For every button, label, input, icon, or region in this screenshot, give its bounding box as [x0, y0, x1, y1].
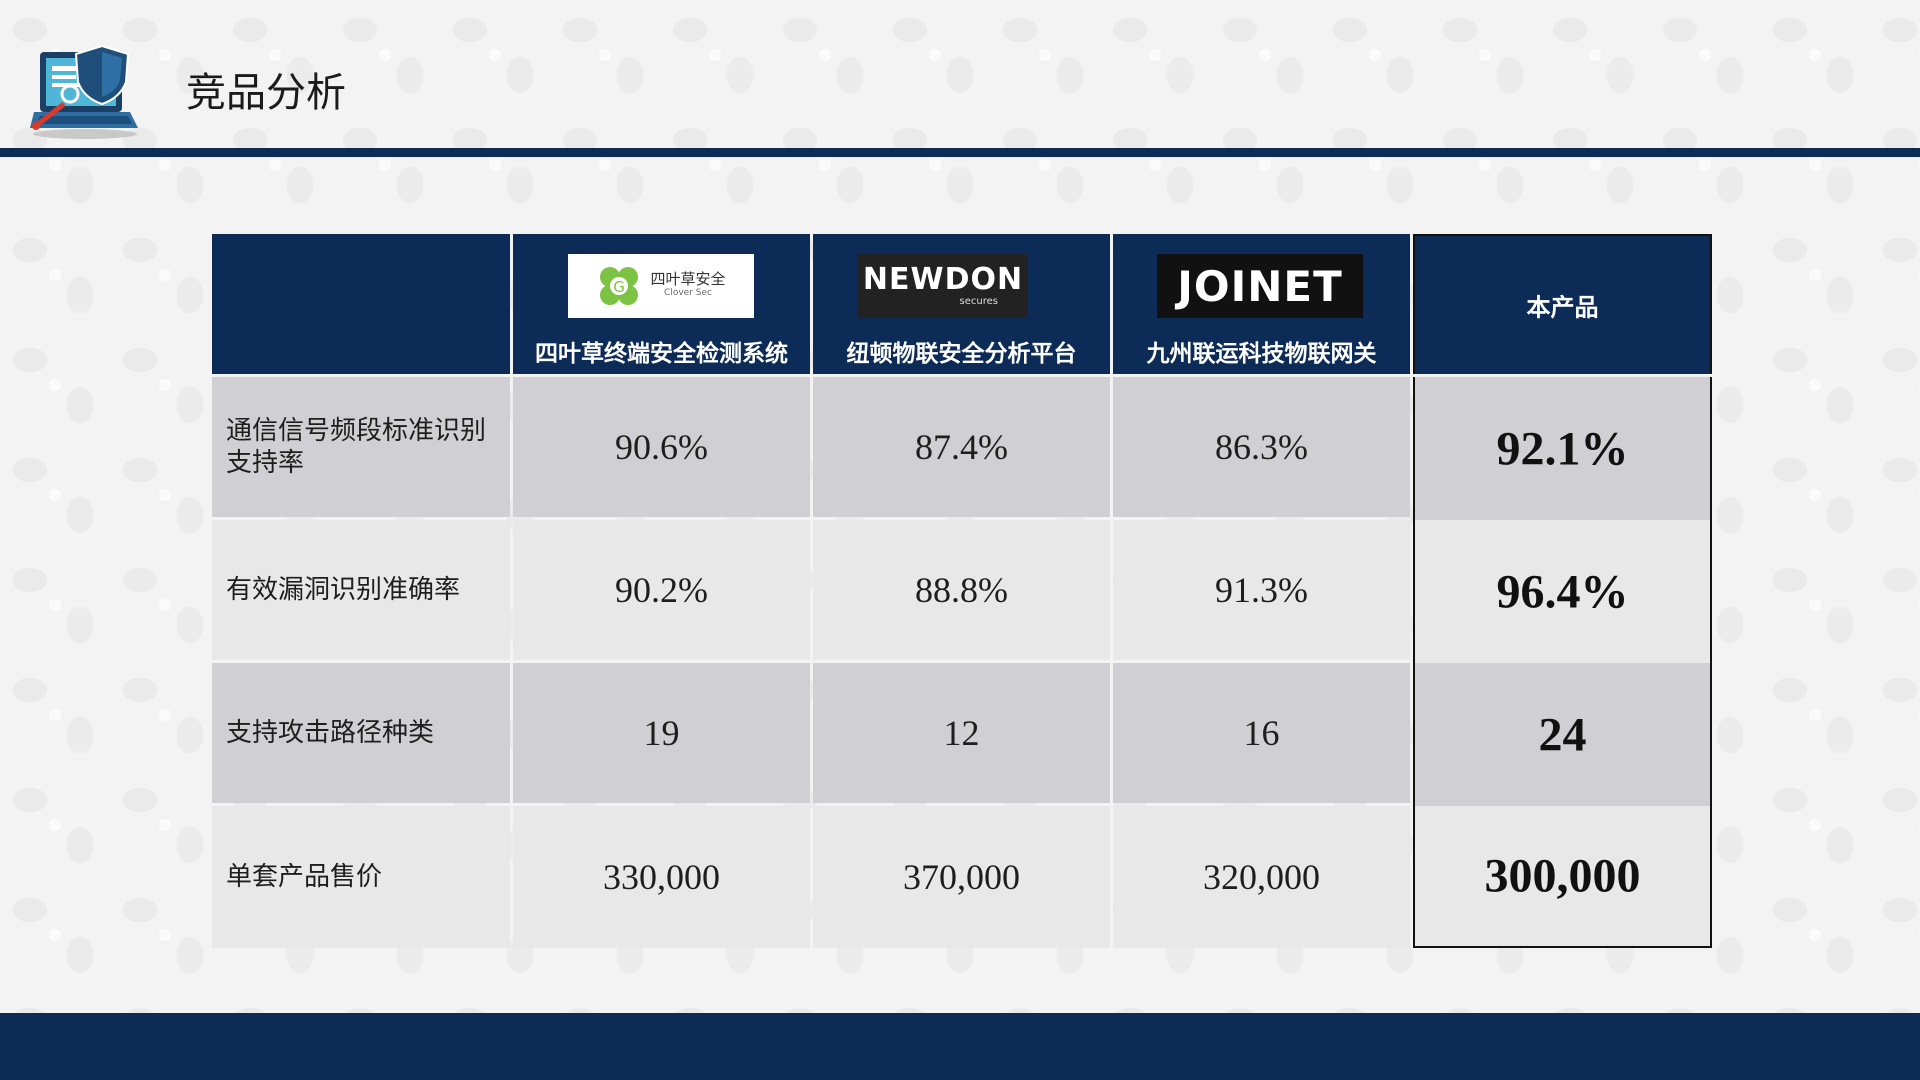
row-label-cell: 支持攻击路径种类	[212, 663, 510, 803]
footer-bar	[0, 1013, 1920, 1080]
competitor-header-2: NEWDON secures 纽顿物联安全分析平台	[813, 234, 1110, 374]
competitor-value: 19	[643, 713, 680, 753]
svg-text:G: G	[614, 278, 626, 296]
clover-sec-logo: G 四叶草安全 Clover Sec	[568, 254, 754, 318]
our-product-header: 本产品	[1413, 234, 1712, 374]
value-cell: 90.6%	[513, 377, 810, 517]
our-value-cell: 92.1%	[1413, 377, 1712, 520]
our-value: 92.1%	[1496, 422, 1629, 475]
competitor-name-3: 九州联运科技物联网关	[1146, 341, 1377, 367]
value-cell: 86.3%	[1113, 377, 1410, 517]
competitor-value: 330,000	[603, 857, 720, 897]
value-cell: 91.3%	[1113, 520, 1410, 660]
competitor-value: 91.3%	[1215, 570, 1308, 610]
competitor-value: 90.6%	[615, 427, 708, 467]
competitor-value: 16	[1243, 713, 1280, 753]
value-cell: 320,000	[1113, 806, 1410, 948]
row-label: 支持攻击路径种类	[226, 718, 435, 748]
clover-brand-text: 四叶草安全	[650, 270, 726, 288]
our-product-label: 本产品	[1526, 293, 1599, 322]
our-value: 24	[1538, 708, 1587, 761]
newdon-brand-text: NEWDON	[862, 262, 1024, 297]
page-title: 竞品分析	[186, 70, 346, 116]
competitor-value: 12	[943, 713, 980, 753]
joinet-brand-text: JOINET	[1177, 261, 1343, 311]
newdon-brand-sub: secures	[959, 296, 998, 307]
value-cell: 16	[1113, 663, 1410, 803]
value-cell: 88.8%	[813, 520, 1110, 660]
competitor-value: 87.4%	[915, 427, 1008, 467]
row-label: 单套产品售价	[226, 862, 383, 892]
competitor-value: 90.2%	[615, 570, 708, 610]
row-label: 通信信号频段标准识别支持率	[226, 416, 487, 478]
value-cell: 87.4%	[813, 377, 1110, 517]
value-cell: 330,000	[513, 806, 810, 948]
competitor-value: 86.3%	[1215, 427, 1308, 467]
row-label: 有效漏洞识别准确率	[226, 575, 461, 605]
competitor-header-1: G 四叶草安全 Clover Sec 四叶草终端安全检测系统	[513, 234, 810, 374]
competitor-value: 88.8%	[915, 570, 1008, 610]
our-value: 300,000	[1484, 849, 1641, 903]
value-cell: 370,000	[813, 806, 1110, 948]
joinet-logo: JOINET	[1157, 254, 1363, 318]
row-label-cell: 通信信号频段标准识别支持率	[212, 377, 510, 517]
header-divider	[0, 148, 1920, 157]
our-value-cell: 24	[1413, 663, 1712, 806]
our-value-cell: 96.4%	[1413, 520, 1712, 663]
competitor-name-2: 纽顿物联安全分析平台	[846, 341, 1077, 367]
our-value-cell: 300,000	[1413, 806, 1712, 948]
row-label-cell: 有效漏洞识别准确率	[212, 520, 510, 660]
value-cell: 19	[513, 663, 810, 803]
our-value: 96.4%	[1496, 565, 1629, 618]
competitor-header-3: JOINET 九州联运科技物联网关	[1113, 234, 1410, 374]
competitor-value: 320,000	[1203, 857, 1320, 897]
value-cell: 90.2%	[513, 520, 810, 660]
clover-brand-sub: Clover Sec	[664, 288, 712, 298]
value-cell: 12	[813, 663, 1110, 803]
competitor-name-1: 四叶草终端安全检测系统	[535, 341, 788, 367]
clover-icon: G	[600, 267, 639, 305]
slide-header: 竞品分析	[0, 0, 1920, 157]
laptop-shield-security-icon	[30, 44, 138, 139]
row-label-cell: 单套产品售价	[212, 806, 510, 948]
table-corner-cell	[212, 234, 510, 374]
competitor-value: 370,000	[903, 857, 1020, 897]
newdon-logo: NEWDON secures	[858, 254, 1028, 318]
comparison-table: G 四叶草安全 Clover Sec 四叶草终端安全检测系统 NEWDON se…	[212, 234, 1712, 948]
